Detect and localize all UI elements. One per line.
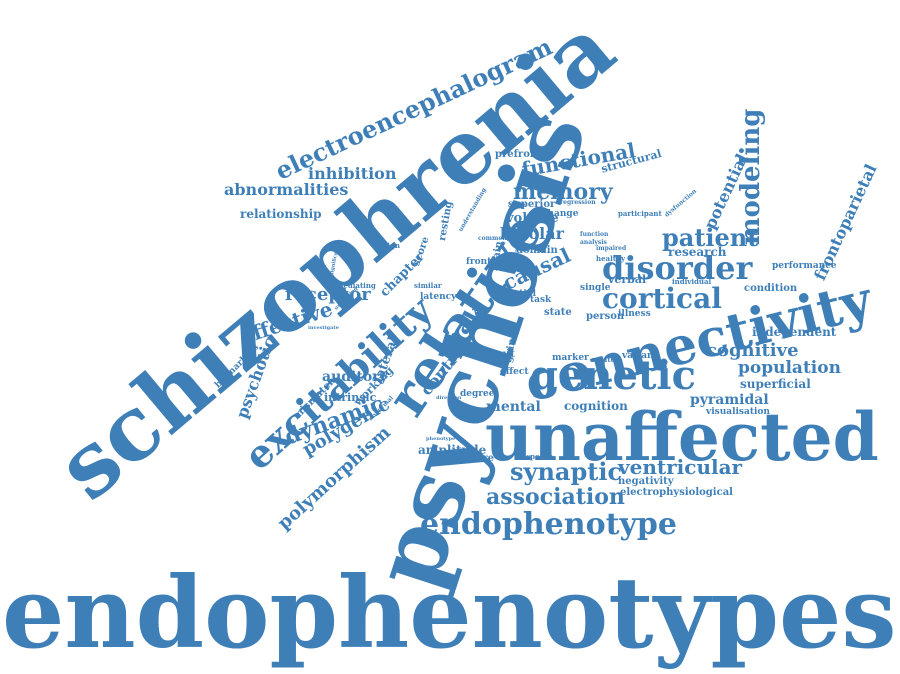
word-endophenotype: endophenotype bbox=[420, 510, 677, 540]
word-pyramidal: pyramidal bbox=[690, 393, 769, 407]
word-superficial: superficial bbox=[740, 378, 811, 390]
word-cognition: cognition bbox=[564, 400, 628, 412]
word-similar: similar bbox=[414, 282, 442, 289]
word-state: state bbox=[544, 308, 572, 318]
word-change: change bbox=[542, 210, 578, 219]
word-effect: effect bbox=[500, 368, 528, 377]
word-relationship: relationship bbox=[240, 208, 322, 220]
word-visualisation: visualisation bbox=[706, 408, 770, 417]
word-bipolar: bipolar bbox=[500, 226, 564, 242]
word-electrophysiological: electrophysiological bbox=[620, 488, 733, 498]
word-population: population bbox=[738, 360, 841, 377]
word-mental: mental bbox=[486, 400, 541, 414]
word-synaptic: synaptic bbox=[510, 460, 622, 484]
word-common: common bbox=[478, 236, 507, 242]
word-function: function bbox=[580, 232, 608, 238]
word-verbal: verbal bbox=[608, 274, 646, 285]
word-research: research bbox=[668, 246, 726, 258]
word-frontal: frontal bbox=[466, 258, 501, 267]
word-individual: individual bbox=[672, 278, 711, 285]
word-impaired: impaired bbox=[596, 246, 626, 252]
word-abnormalities: abnormalities bbox=[224, 182, 348, 198]
word-dysfunction: dysfunction bbox=[664, 189, 698, 219]
word-response: response bbox=[518, 453, 553, 460]
word-degree: degree bbox=[460, 390, 495, 399]
word-latency: latency bbox=[420, 293, 456, 302]
word-inhibition: inhibition bbox=[308, 166, 396, 182]
word-intrinsic: intrinsic bbox=[324, 392, 376, 403]
word-performance: performance bbox=[772, 262, 836, 271]
word-participant: participant bbox=[618, 210, 662, 217]
word-variant: variant bbox=[622, 352, 658, 361]
word-condition: condition bbox=[744, 284, 797, 294]
word-related: related bbox=[592, 356, 620, 363]
word-investigate: investigate bbox=[308, 326, 339, 331]
word-ventricular: ventricular bbox=[618, 457, 742, 477]
word-healthy: healthy bbox=[596, 255, 625, 262]
word-domain: domain bbox=[516, 246, 558, 256]
word-task: task bbox=[530, 296, 551, 305]
word-analysis: analysis bbox=[580, 240, 607, 246]
word-single: single bbox=[580, 284, 610, 293]
word-regression: regression bbox=[560, 200, 596, 206]
word-independent: independent bbox=[752, 326, 836, 338]
word-prefrontal: prefrontal bbox=[495, 150, 552, 160]
word-association: association bbox=[486, 486, 625, 508]
word-phenotype: phenotype bbox=[426, 437, 455, 442]
word-illness: illness bbox=[618, 310, 651, 319]
word-direction: direction bbox=[436, 396, 461, 401]
word-negativity: negativity bbox=[618, 477, 674, 487]
word-design: design bbox=[374, 242, 400, 249]
word-measure: measure bbox=[446, 454, 494, 464]
word-marker: marker bbox=[552, 354, 589, 363]
